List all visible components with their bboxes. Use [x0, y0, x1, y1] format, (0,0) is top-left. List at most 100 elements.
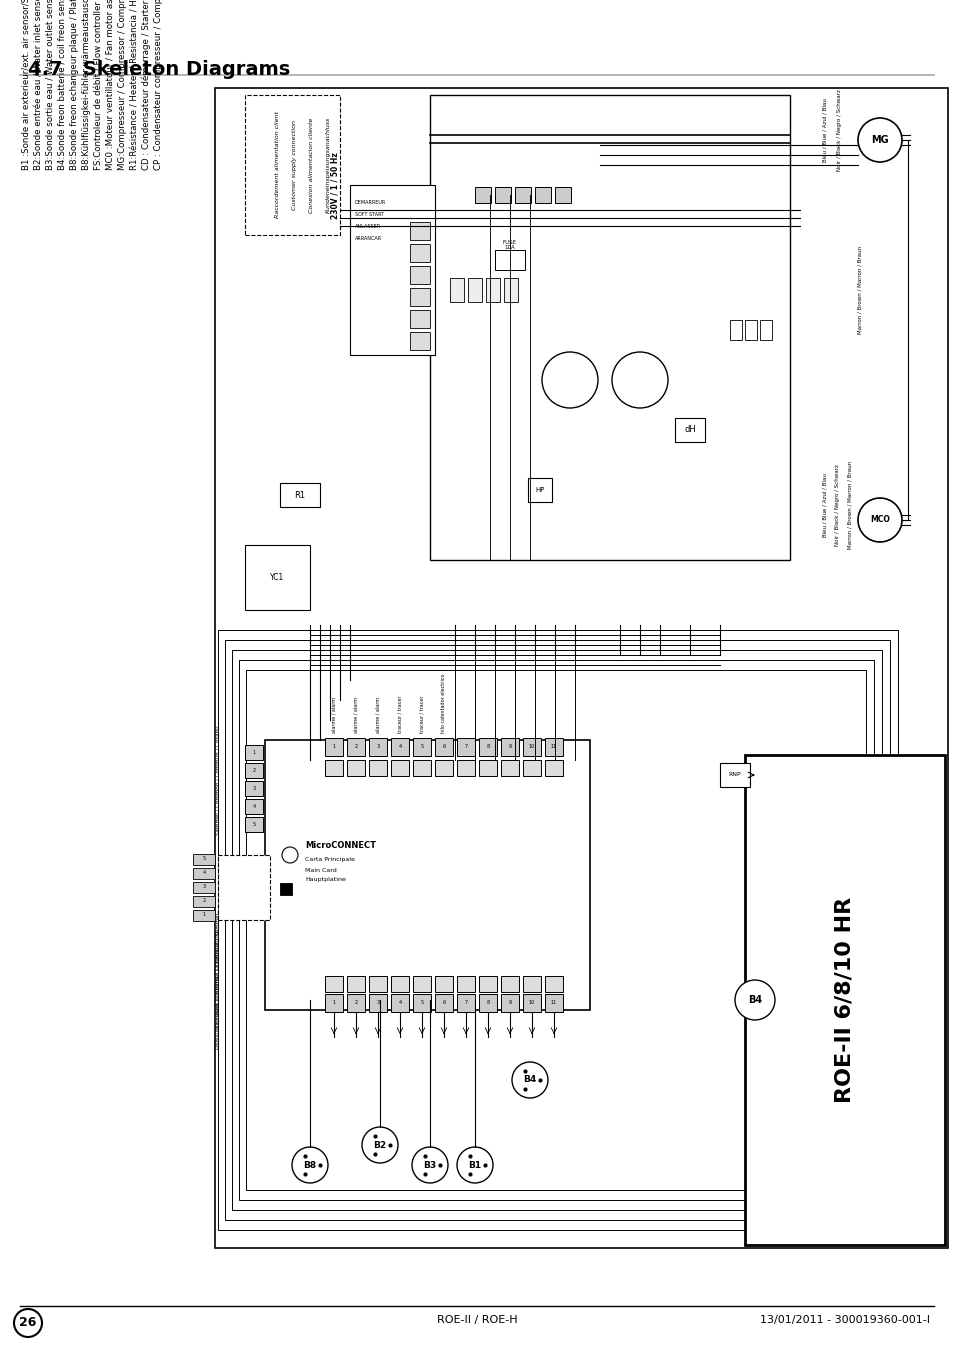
Bar: [193, 896, 214, 907]
Bar: [468, 278, 481, 303]
Bar: [347, 738, 365, 757]
Circle shape: [541, 353, 598, 408]
Text: B2: B2: [373, 1140, 386, 1150]
Bar: [500, 975, 518, 992]
Bar: [347, 994, 365, 1012]
Bar: [391, 994, 409, 1012]
Text: ARRANCAR: ARRANCAR: [355, 236, 382, 240]
Bar: [522, 761, 540, 775]
Text: B4: B4: [747, 994, 761, 1005]
Bar: [515, 186, 531, 203]
Bar: [729, 320, 741, 340]
Bar: [478, 975, 497, 992]
Bar: [478, 761, 497, 775]
Text: 3: 3: [376, 1001, 379, 1005]
Circle shape: [612, 353, 667, 408]
Circle shape: [292, 1147, 328, 1183]
Bar: [245, 763, 263, 778]
Text: 8: 8: [486, 1001, 489, 1005]
Bar: [350, 185, 435, 355]
Text: 13/01/2011 - 300019360-001-I: 13/01/2011 - 300019360-001-I: [760, 1315, 929, 1325]
Text: ROE-II 6/8/10 HR: ROE-II 6/8/10 HR: [834, 897, 854, 1102]
Text: 8: 8: [486, 744, 489, 750]
Text: MCO: MCO: [869, 516, 889, 524]
Text: Raccordement alimentation client: Raccordement alimentation client: [274, 112, 280, 219]
Circle shape: [14, 1309, 42, 1337]
Text: 7: 7: [464, 744, 467, 750]
Text: ROE-II / ROE-H: ROE-II / ROE-H: [436, 1315, 517, 1325]
Bar: [413, 975, 431, 992]
Bar: [456, 738, 475, 757]
Bar: [369, 761, 387, 775]
Bar: [280, 884, 292, 894]
Bar: [193, 911, 214, 921]
Text: FUSE
10A: FUSE 10A: [502, 239, 517, 250]
Text: B8:Kühlflüssigkei-fühler wärmeaustauscher: B8:Kühlflüssigkei-fühler wärmeaustausche…: [82, 0, 91, 170]
Text: Customer supply connection: Customer supply connection: [292, 120, 296, 209]
Bar: [435, 738, 453, 757]
Text: Bleu / Blue / Azul / Blau: Bleu / Blue / Azul / Blau: [821, 473, 826, 536]
Text: 5: 5: [253, 821, 255, 827]
Text: traceur / tracer: traceur / tracer: [419, 696, 424, 734]
Bar: [391, 761, 409, 775]
Text: 2: 2: [253, 767, 255, 773]
Bar: [435, 975, 453, 992]
Text: RNP: RNP: [728, 773, 740, 777]
Text: Kundeneinspeisungsanachluss: Kundeneinspeisungsanachluss: [326, 118, 331, 213]
Text: Marron / Brown / Marron / Braun: Marron / Brown / Marron / Braun: [857, 246, 862, 334]
Text: Noir / Black / Negro / Schwarz: Noir / Black / Negro / Schwarz: [837, 89, 841, 172]
Text: 3: 3: [202, 885, 205, 889]
Bar: [239, 661, 873, 1200]
Text: dH: dH: [683, 426, 695, 435]
Text: 10: 10: [528, 1001, 535, 1005]
Text: Bleu / Blue / Azul / Blau: Bleu / Blue / Azul / Blau: [821, 99, 826, 162]
Text: Delestage / Load shedding / Lastabstufung: Delestage / Load shedding / Lastabstufun…: [215, 931, 220, 1050]
Text: B1: B1: [468, 1161, 481, 1170]
Text: alarme / alarm: alarme / alarm: [354, 697, 358, 734]
Text: HP: HP: [535, 486, 544, 493]
Text: alarme / alarm: alarme / alarm: [331, 697, 336, 734]
Text: B4: B4: [523, 1075, 536, 1085]
Text: Noir / Black / Negro / Schwarz: Noir / Black / Negro / Schwarz: [835, 463, 840, 546]
Bar: [544, 761, 562, 775]
Bar: [245, 781, 263, 796]
Bar: [456, 975, 475, 992]
Bar: [410, 245, 430, 262]
Text: 11: 11: [550, 744, 557, 750]
Bar: [245, 744, 263, 761]
Bar: [325, 738, 343, 757]
Text: B4:Sonde freon batterie / coil freon sensor / Sonda bateria / Register Kühlflüss: B4:Sonde freon batterie / coil freon sen…: [58, 0, 67, 170]
Text: 5: 5: [202, 857, 205, 862]
Bar: [410, 288, 430, 305]
Bar: [245, 817, 263, 832]
Bar: [522, 975, 540, 992]
Text: 2: 2: [355, 744, 357, 750]
Text: Main Card: Main Card: [305, 867, 336, 873]
Bar: [225, 640, 889, 1220]
Text: 6: 6: [442, 1001, 445, 1005]
Bar: [410, 309, 430, 328]
Text: 11: 11: [550, 1001, 557, 1005]
Text: Common / Common / Commun / Sammel: Common / Common / Commun / Sammel: [215, 913, 220, 1027]
Bar: [720, 763, 749, 788]
Text: ANLASSER: ANLASSER: [355, 224, 381, 230]
Bar: [391, 975, 409, 992]
Text: B2:Sonde entrée eau / Water inlet sensor / Sonda entrada agua / Wassereinritts-f: B2:Sonde entrée eau / Water inlet sensor…: [34, 0, 44, 170]
Bar: [535, 186, 551, 203]
Bar: [413, 761, 431, 775]
Bar: [391, 738, 409, 757]
Text: 6: 6: [442, 744, 445, 750]
Text: MicroCONNECT: MicroCONNECT: [305, 840, 375, 850]
Bar: [544, 975, 562, 992]
Bar: [675, 417, 704, 442]
Bar: [193, 854, 214, 865]
Circle shape: [456, 1147, 493, 1183]
Bar: [218, 630, 897, 1229]
Text: 9: 9: [508, 744, 511, 750]
Bar: [500, 738, 518, 757]
Text: B1 :Sonde air exterieur/ext. air sensor/Sonda de temperatura exterior/ Außereluf: B1 :Sonde air exterieur/ext. air sensor/…: [22, 0, 30, 170]
Bar: [246, 670, 865, 1190]
Bar: [478, 738, 497, 757]
Bar: [413, 994, 431, 1012]
Text: Carta Principale: Carta Principale: [305, 858, 355, 862]
